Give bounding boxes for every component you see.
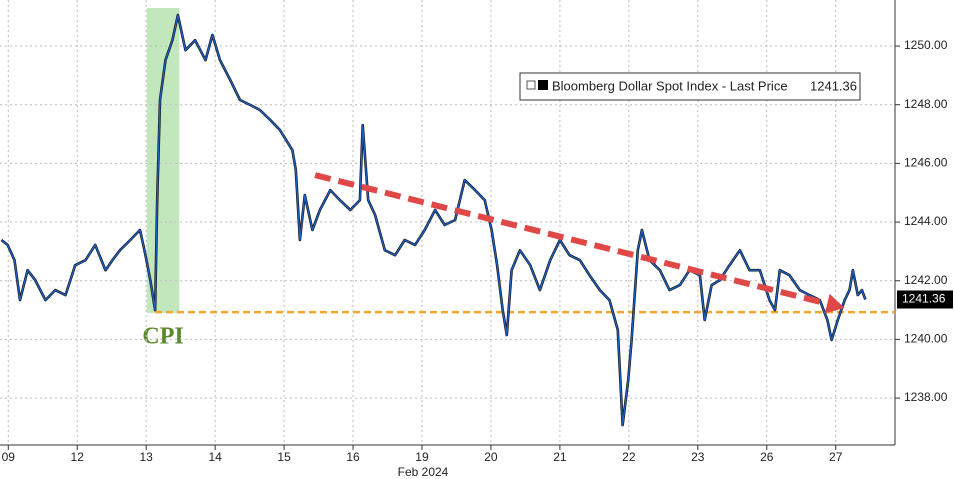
legend-value: 1241.36 [810,78,857,93]
cpi-highlight [146,8,180,313]
y-tick-label: 1242.00 [904,273,948,287]
x-tick-label: 14 [208,450,222,464]
x-tick-label: 20 [484,450,498,464]
x-tick-label: 19 [415,450,429,464]
y-tick-label: 1246.00 [904,156,948,170]
legend-icon-outer [526,80,536,90]
y-tick-label: 1248.00 [904,97,948,111]
legend-swatch [538,80,548,90]
y-tick-label: 1238.00 [904,390,948,404]
trend-arrow-head [824,293,845,314]
x-tick-label: 27 [829,450,843,464]
y-tick-label: 1240.00 [904,332,948,346]
legend-box [519,72,861,101]
y-tick-label: 1250.00 [904,38,948,52]
x-tick-label: 13 [139,450,153,464]
trend-arrow [314,172,828,307]
legend-label: Bloomberg Dollar Spot Index - Last Price [552,78,788,93]
x-tick-label: 09 [2,450,16,464]
y-tick-label: 1244.00 [904,214,948,228]
x-tick-label: 23 [691,450,705,464]
x-tick-label: 26 [760,450,774,464]
x-axis-label: Feb 2024 [398,465,449,479]
last-price-tag [897,290,953,309]
cpi-label: CPI [142,324,183,350]
x-tick-label: 12 [71,450,85,464]
price-line [0,14,867,426]
x-tick-label: 15 [277,450,291,464]
last-price-label: 1241.36 [902,292,946,306]
x-tick-label: 16 [346,450,360,464]
x-tick-label: 21 [553,450,567,464]
x-tick-label: 22 [622,450,636,464]
legend: Bloomberg Dollar Spot Index - Last Price… [519,72,861,101]
